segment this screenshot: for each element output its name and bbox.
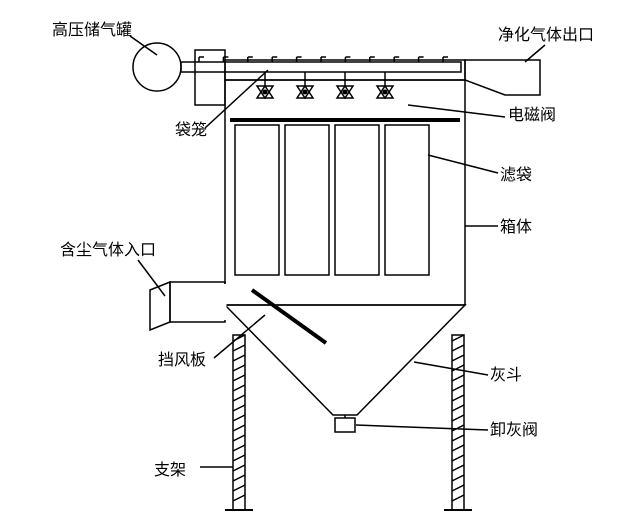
label-high_pressure_tank: 高压储气罐 [52, 21, 132, 39]
label-baffle: 挡风板 [158, 351, 206, 369]
label-ash_valve: 卸灰阀 [490, 421, 538, 439]
label-solenoid_valve: 电磁阀 [508, 106, 556, 124]
label-dusty_gas_inlet: 含尘气体入口 [60, 241, 156, 259]
dust-collector-diagram: 高压储气罐 净化气体出口袋笼 电磁阀滤袋箱体含尘气体入口挡风板灰斗卸灰阀支架 [0, 0, 642, 520]
label-box_body: 箱体 [500, 218, 532, 236]
label-filter_bag: 滤袋 [500, 166, 532, 184]
label-clean_gas_outlet: 净化气体出口 [498, 26, 594, 44]
label-ash_hopper: 灰斗 [490, 366, 522, 384]
label-bag_cage: 袋笼 [175, 121, 207, 139]
label-support_frame: 支架 [154, 461, 186, 479]
